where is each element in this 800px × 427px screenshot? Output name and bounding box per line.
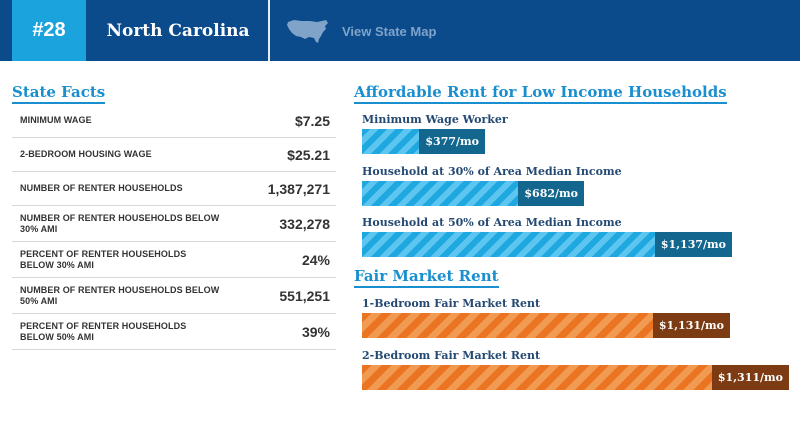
bar-value-label: $1,131/mo <box>652 313 730 338</box>
fact-label: PERCENT OF RENTER HOUSEHOLDS BELOW 50% A… <box>20 320 187 342</box>
fact-row: PERCENT OF RENTER HOUSEHOLDS BELOW 50% A… <box>12 314 336 350</box>
bar: $1,131/mo <box>362 313 730 338</box>
fact-value: $7.25 <box>294 112 330 129</box>
bar-value-label: $1,311/mo <box>711 365 789 390</box>
header-divider <box>268 0 270 61</box>
fact-label: NUMBER OF RENTER HOUSEHOLDS BELOW 50% AM… <box>20 284 220 306</box>
fair-market-rent-title: Fair Market Rent <box>354 267 499 288</box>
state-rank: #28 <box>12 0 86 61</box>
bar: $1,311/mo <box>362 365 789 390</box>
bar: $377/mo <box>362 129 485 154</box>
bar-value-label: $377/mo <box>419 129 485 154</box>
state-name: North Carolina <box>106 20 250 41</box>
fact-value: 551,251 <box>279 287 330 304</box>
fact-row: NUMBER OF RENTER HOUSEHOLDS BELOW 30% AM… <box>12 206 336 242</box>
state-facts-title: State Facts <box>12 83 106 104</box>
fact-row: NUMBER OF RENTER HOUSEHOLDS BELOW 50% AM… <box>12 278 336 314</box>
bar: $682/mo <box>362 181 584 206</box>
us-map-icon <box>287 20 328 43</box>
bar-value-label: $1,137/mo <box>654 232 732 257</box>
bar-category-label: Minimum Wage Worker <box>362 113 508 126</box>
affordable-rent-title: Affordable Rent for Low Income Household… <box>354 83 727 104</box>
bar: $1,137/mo <box>362 232 732 257</box>
fact-label: NUMBER OF RENTER HOUSEHOLDS BELOW 30% AM… <box>20 212 220 234</box>
fact-row: 2-BEDROOM HOUSING WAGE $25.21 <box>12 138 336 172</box>
bar-category-label: Household at 50% of Area Median Income <box>362 216 622 229</box>
fact-value: 332,278 <box>279 215 330 232</box>
fact-label: 2-BEDROOM HOUSING WAGE <box>20 149 152 159</box>
fact-value: 1,387,271 <box>267 180 330 197</box>
fact-value: 24% <box>301 251 330 268</box>
bar-value-label: $682/mo <box>518 181 584 206</box>
fact-label: MINIMUM WAGE <box>20 115 92 125</box>
fact-row: MINIMUM WAGE $7.25 <box>12 104 336 138</box>
bar-category-label: 2-Bedroom Fair Market Rent <box>362 349 541 362</box>
header-bar: #28 North Carolina View State Map <box>0 0 800 61</box>
state-facts-table: MINIMUM WAGE $7.25 2-BEDROOM HOUSING WAGE $… <box>12 104 336 350</box>
fact-value: $25.21 <box>287 146 330 163</box>
fact-row: PERCENT OF RENTER HOUSEHOLDS BELOW 30% A… <box>12 242 336 278</box>
fact-row: NUMBER OF RENTER HOUSEHOLDS 1,387,271 <box>12 172 336 206</box>
bar-category-label: Household at 30% of Area Median Income <box>362 165 622 178</box>
fact-label: PERCENT OF RENTER HOUSEHOLDS BELOW 30% A… <box>20 248 187 270</box>
view-state-map-label: View State Map <box>342 23 437 39</box>
bar-category-label: 1-Bedroom Fair Market Rent <box>362 297 541 310</box>
view-state-map-link[interactable]: View State Map <box>286 16 436 46</box>
fact-value: 39% <box>301 323 330 340</box>
fact-label: NUMBER OF RENTER HOUSEHOLDS <box>20 183 183 193</box>
